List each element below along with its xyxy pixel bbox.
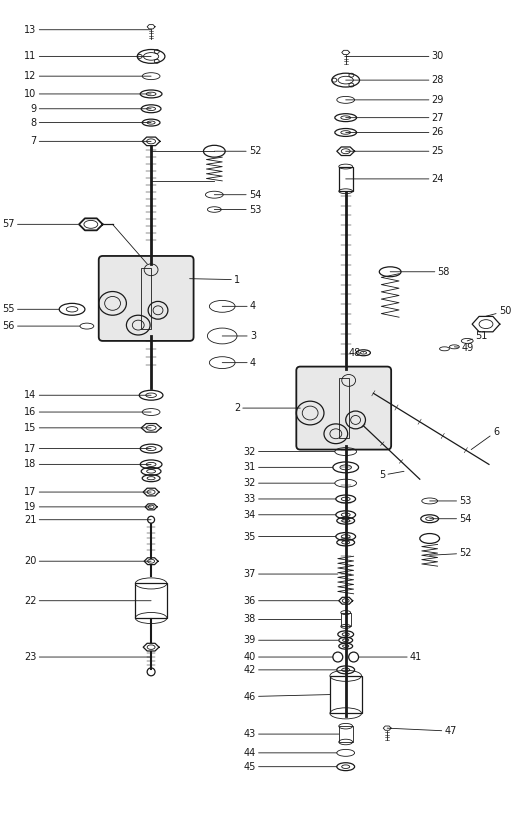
Text: 1: 1: [190, 275, 240, 285]
Text: 16: 16: [24, 407, 151, 417]
Text: 56: 56: [3, 321, 80, 331]
Text: 54: 54: [214, 190, 261, 200]
Text: 9: 9: [31, 104, 151, 114]
Text: 24: 24: [346, 174, 444, 184]
Text: 37: 37: [243, 569, 338, 579]
Text: 11: 11: [24, 51, 151, 61]
Text: 55: 55: [2, 305, 59, 315]
Bar: [341, 613, 351, 627]
Text: 46: 46: [243, 691, 330, 701]
Text: 27: 27: [346, 113, 444, 123]
Text: 5: 5: [379, 471, 404, 481]
Text: 17: 17: [24, 487, 151, 497]
Text: 45: 45: [243, 762, 337, 772]
Text: 36: 36: [243, 596, 339, 606]
Text: 18: 18: [24, 459, 151, 470]
Text: 17: 17: [24, 443, 151, 453]
Text: 10: 10: [24, 89, 151, 99]
Text: 30: 30: [346, 51, 444, 61]
Text: 4: 4: [222, 301, 256, 311]
Text: 44: 44: [243, 748, 337, 758]
Text: 4: 4: [222, 358, 256, 368]
Text: 50: 50: [486, 306, 511, 316]
FancyBboxPatch shape: [296, 367, 391, 450]
Text: 28: 28: [346, 75, 444, 85]
Text: 47: 47: [387, 726, 457, 736]
Text: 49: 49: [454, 343, 473, 353]
Text: 40: 40: [243, 652, 333, 662]
Text: 35: 35: [243, 531, 336, 541]
Text: 42: 42: [243, 665, 337, 675]
Text: 41: 41: [358, 652, 422, 662]
Text: 21: 21: [24, 515, 151, 525]
Text: 54: 54: [429, 514, 472, 524]
Text: 58: 58: [390, 266, 450, 276]
Text: 38: 38: [243, 614, 341, 624]
Text: 3: 3: [222, 331, 256, 341]
Bar: [135, 583, 167, 618]
Bar: [141, 268, 151, 329]
Text: 22: 22: [24, 596, 151, 606]
FancyBboxPatch shape: [99, 256, 194, 341]
Bar: [339, 378, 349, 437]
Bar: [330, 676, 362, 713]
Text: 12: 12: [24, 71, 151, 81]
Text: 31: 31: [243, 462, 333, 472]
Text: 6: 6: [471, 427, 499, 450]
Text: 53: 53: [214, 204, 261, 214]
Text: 52: 52: [214, 146, 262, 156]
Text: 29: 29: [346, 95, 444, 105]
Text: 25: 25: [346, 146, 444, 156]
Text: 19: 19: [24, 502, 151, 512]
Text: 26: 26: [346, 128, 444, 138]
Text: 43: 43: [243, 729, 339, 739]
Text: 32: 32: [243, 478, 335, 488]
Text: 53: 53: [429, 496, 472, 506]
Text: 39: 39: [243, 635, 338, 645]
Text: 32: 32: [243, 447, 335, 456]
Text: 52: 52: [429, 549, 472, 559]
Text: 2: 2: [234, 403, 300, 413]
Text: 20: 20: [24, 556, 151, 566]
Text: 33: 33: [243, 494, 336, 504]
Text: 13: 13: [24, 25, 151, 35]
Bar: [339, 726, 353, 742]
Text: 7: 7: [30, 136, 151, 146]
Text: 15: 15: [24, 422, 151, 432]
Text: 48: 48: [348, 348, 364, 358]
Text: 57: 57: [2, 219, 78, 229]
Text: 51: 51: [467, 331, 487, 341]
Bar: [339, 167, 353, 191]
Text: 14: 14: [24, 390, 151, 400]
Text: 34: 34: [243, 510, 336, 520]
Text: 8: 8: [31, 118, 151, 128]
Text: 23: 23: [24, 652, 151, 662]
